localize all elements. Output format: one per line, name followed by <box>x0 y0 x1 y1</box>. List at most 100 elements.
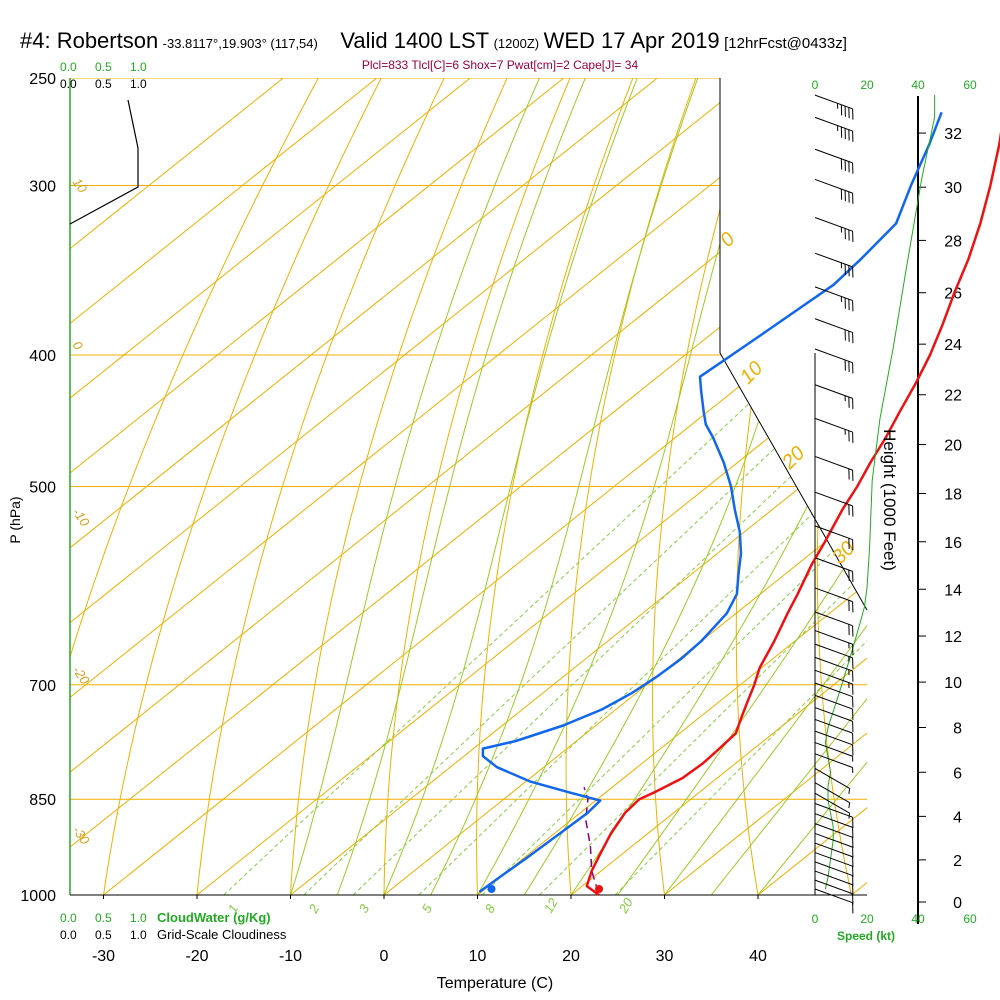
mixing-ratio-label: 20 <box>615 895 636 917</box>
height-tick-label: 2 <box>953 853 962 870</box>
wind-barb <box>814 782 851 809</box>
wind-barb <box>814 455 854 481</box>
valid-time: Valid 1400 LST <box>340 28 490 53</box>
wind-speed-tick-top: 40 <box>911 78 925 92</box>
isotherm-line <box>70 78 378 325</box>
isotherm-line <box>477 582 867 895</box>
height-tick-label: 10 <box>944 675 962 692</box>
mixing-ratio-label: 2 <box>305 901 322 916</box>
isotherm-line <box>70 78 752 624</box>
utc-time: (1200Z) <box>493 36 540 51</box>
moist-adiabat <box>290 78 540 895</box>
height-tick-label: 8 <box>953 721 962 738</box>
wind-barb <box>814 870 854 896</box>
wind-barb <box>814 861 854 887</box>
cloud-water-scale-top: 0.5 <box>95 60 112 74</box>
pressure-tick-label: 850 <box>29 792 56 809</box>
wind-barb <box>814 525 854 551</box>
wind-speed-label: Speed (kt) <box>837 929 895 943</box>
axes: Temperature (C) P (hPa) Height (1000 Fee… <box>7 429 899 992</box>
wind-barb <box>814 879 854 905</box>
cloudiness-scale-bottom: 0.0 <box>60 928 77 942</box>
cloud-water-scale-top: 0.0 <box>60 60 77 74</box>
wind-barb <box>814 417 854 443</box>
wind-speed-tick-bottom: 0 <box>812 912 819 926</box>
cloud-water-scale-bottom: 0.5 <box>95 911 112 925</box>
temperature-tick-label: 40 <box>749 948 767 965</box>
wind-barb <box>814 694 854 720</box>
moist-adiabat <box>617 531 867 895</box>
wind-barb <box>814 742 854 762</box>
temperature-tick-label: 10 <box>469 948 487 965</box>
height-tick-label: 0 <box>953 895 962 912</box>
temperature-tick-label: -30 <box>92 948 115 965</box>
dry-adiabat <box>103 78 382 895</box>
wind-barb <box>814 842 854 868</box>
wind-barb <box>814 832 854 858</box>
moist-adiabat <box>710 697 867 895</box>
mixing-ratio-line <box>418 460 867 895</box>
isotherm-line <box>70 78 284 250</box>
sounding-profiles <box>478 111 1000 897</box>
cloudiness-scale-top: 1.0 <box>130 77 147 91</box>
height-tick-label: 16 <box>944 535 962 552</box>
upper-right-mask <box>720 78 867 610</box>
wind-barb <box>814 682 854 708</box>
height-tick-label: 4 <box>953 809 962 826</box>
header-line: #4: Robertson -33.8117°,19.903° (117,54)… <box>20 28 847 54</box>
mixing-ratio-line <box>303 360 867 895</box>
dry-adiabat <box>652 78 760 895</box>
cloud-water-scale-bottom: 0.0 <box>60 911 77 925</box>
station-title: #4: Robertson <box>20 28 159 53</box>
moist-adiabat <box>430 78 699 895</box>
moist-adiabat <box>336 78 586 895</box>
wind-barb <box>814 643 854 669</box>
wind-barb <box>814 252 854 278</box>
wind-barb <box>814 384 854 410</box>
wind-barb <box>814 768 851 794</box>
wind-barb <box>814 730 854 756</box>
mixing-ratio-label: 3 <box>356 901 373 915</box>
dry-adiabat <box>196 78 445 895</box>
isotherm-line <box>664 732 867 895</box>
isotherm-label-left: -10 <box>70 505 94 530</box>
wind-speed-tick-bottom: 60 <box>963 912 977 926</box>
wind-barb <box>814 823 854 849</box>
wind-barb <box>814 318 854 344</box>
cloud-water-scale-top: 1.0 <box>130 60 147 74</box>
temperature-tick-label: 0 <box>380 948 389 965</box>
isotherm-line <box>70 78 845 699</box>
height-tick-label: 22 <box>944 388 962 405</box>
wind-barb <box>814 792 851 819</box>
forecast-info: [12hrFcst@0433z] <box>724 35 847 52</box>
wind-barb <box>814 286 854 312</box>
isotherm-line <box>196 358 867 895</box>
isotherm-line <box>70 78 471 399</box>
wind-speed-tick-top: 60 <box>963 78 977 92</box>
temperature-tick-label: -20 <box>185 948 208 965</box>
mixing-ratio-line <box>352 403 867 895</box>
wind-barb <box>814 491 854 517</box>
mixing-ratio-line <box>481 517 867 895</box>
mixing-ratio-line <box>614 640 867 895</box>
mixing-ratio-label: 5 <box>419 901 436 915</box>
wind-barb <box>814 148 854 174</box>
wind-barb <box>814 813 854 839</box>
isotherm-line <box>70 78 565 474</box>
height-tick-label: 20 <box>944 438 962 455</box>
wind-column <box>69 94 936 914</box>
wind-speed-tick-top: 20 <box>860 78 874 92</box>
surface-dewpoint-marker <box>487 885 496 893</box>
station-coords: -33.8117°,19.903° (117,54) <box>162 36 318 51</box>
wind-barb <box>814 803 854 828</box>
temperature-tick-label: -10 <box>279 948 302 965</box>
height-tick-label: 18 <box>944 487 962 504</box>
wind-barb <box>814 656 854 682</box>
wind-barb <box>814 348 854 374</box>
wind-barb <box>814 888 854 914</box>
height-tick-label: 12 <box>944 629 962 646</box>
wind-barb <box>814 611 854 637</box>
wind-barb <box>814 587 854 613</box>
